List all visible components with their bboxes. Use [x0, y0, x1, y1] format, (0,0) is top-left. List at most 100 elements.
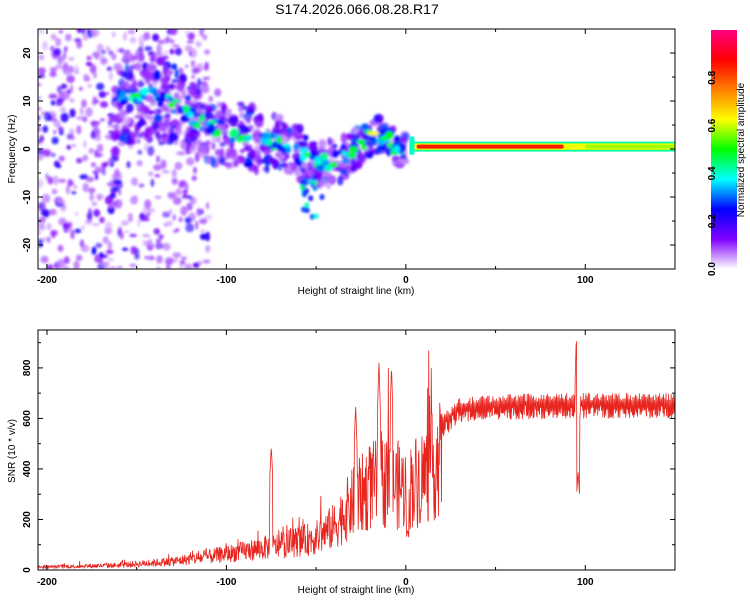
spectral-blob — [89, 64, 97, 74]
spectral-blob — [91, 162, 96, 168]
spectral-blob — [38, 115, 41, 121]
spectral-blob — [53, 47, 62, 56]
spectral-blob — [148, 255, 155, 261]
spectral-blob — [56, 98, 64, 102]
spectral-blob — [116, 265, 123, 269]
spectral-blob — [300, 171, 310, 179]
spectral-blob — [275, 113, 284, 121]
spectral-blob — [82, 182, 89, 193]
spectral-blob — [153, 228, 161, 235]
spectral-blob — [38, 96, 42, 100]
spectral-blob — [179, 260, 186, 265]
spectral-blob — [201, 104, 208, 111]
spectral-blob — [184, 263, 193, 269]
spectral-blob — [159, 91, 167, 99]
spectral-blob — [204, 49, 210, 55]
spectral-blob — [368, 134, 374, 141]
spectral-blob — [92, 72, 97, 79]
spectral-blob — [67, 221, 73, 228]
spectral-blob — [154, 134, 163, 139]
spectral-blob — [185, 126, 194, 131]
spectral-blob — [91, 201, 98, 206]
spectral-blob — [253, 164, 259, 176]
colorbar-tick-label: 0.8 — [707, 70, 718, 84]
spectral-blob — [225, 110, 230, 120]
spectral-blob — [48, 93, 58, 99]
spectral-blob — [126, 138, 135, 145]
spectral-blob — [168, 102, 176, 109]
spectral-blob — [81, 99, 87, 108]
spectral-blob — [191, 61, 195, 69]
carrier-core — [585, 144, 675, 149]
spectral-blob — [331, 149, 339, 158]
spectral-blob — [85, 107, 93, 117]
spectral-blob — [58, 155, 65, 162]
spectral-blob — [96, 82, 105, 91]
spectral-blob — [182, 189, 188, 195]
snr-frame — [37, 329, 676, 571]
spectral-blob — [53, 175, 59, 185]
spectral-blob — [57, 259, 66, 268]
carrier-onset — [409, 136, 415, 155]
x-tick-label: 100 — [577, 577, 594, 588]
spectral-blob — [76, 157, 83, 164]
spectral-blob — [105, 249, 114, 255]
spectral-blob — [94, 51, 100, 60]
spectral-blob — [180, 206, 188, 216]
spectral-blob — [66, 133, 74, 138]
spectral-blob — [87, 84, 93, 88]
spectral-blob — [101, 50, 106, 54]
spectral-blob — [85, 176, 95, 183]
spectral-blob — [393, 145, 401, 154]
spectral-blob — [283, 131, 292, 137]
spectrogram-panel: -200 -100 0 100 20 10 0 -10 -20 Height o… — [7, 28, 747, 297]
spectral-blob — [75, 254, 83, 261]
spectral-blob — [197, 78, 202, 87]
spectral-blob — [195, 220, 199, 230]
spectral-blob — [248, 125, 254, 130]
spectral-blob — [341, 150, 347, 156]
spectral-blob — [391, 155, 400, 162]
spectral-blob — [140, 88, 149, 96]
spectral-blob — [61, 266, 70, 269]
spectral-blob — [229, 120, 238, 128]
spectral-blob — [152, 33, 160, 42]
spectral-blob — [219, 141, 226, 147]
spectral-blob — [50, 100, 56, 106]
spectral-blob — [222, 103, 228, 113]
spectral-blob — [140, 131, 145, 136]
spectral-blob — [81, 115, 88, 123]
spectral-blob — [114, 199, 123, 209]
spectral-blob — [79, 174, 89, 180]
spectral-blob — [312, 179, 318, 186]
spectral-blob — [60, 112, 69, 123]
spectral-blob — [307, 179, 313, 185]
spectral-blob — [66, 75, 75, 84]
spectral-blob — [174, 47, 182, 56]
spectral-blob — [114, 168, 120, 179]
spectral-blob — [38, 154, 44, 161]
snr-y-axis-label: SNR (10 * v/v) — [7, 419, 18, 483]
spectral-blob — [169, 48, 175, 55]
spectral-blob — [38, 67, 46, 75]
snr-x-axis-label: Height of straight line (km) — [298, 585, 415, 596]
spectral-blob — [205, 245, 211, 253]
spectral-blob — [153, 164, 162, 171]
spectral-blob — [65, 184, 71, 195]
spectral-blob — [246, 115, 251, 124]
spectral-blob — [41, 193, 51, 204]
spectral-blob — [121, 127, 130, 135]
spectral-blob — [57, 126, 64, 131]
spectral-blob — [276, 142, 283, 152]
spectral-blob — [319, 194, 325, 200]
spectral-blob — [304, 188, 310, 194]
spectral-blob — [207, 106, 213, 113]
spectral-blob — [76, 40, 83, 49]
spectral-blob — [38, 82, 42, 87]
spectral-blob — [356, 139, 366, 145]
spectral-blob — [191, 67, 200, 74]
spectral-blob — [99, 216, 105, 224]
spectral-blob — [40, 222, 45, 231]
spectral-blob — [278, 162, 283, 172]
spectral-blob — [118, 109, 126, 119]
